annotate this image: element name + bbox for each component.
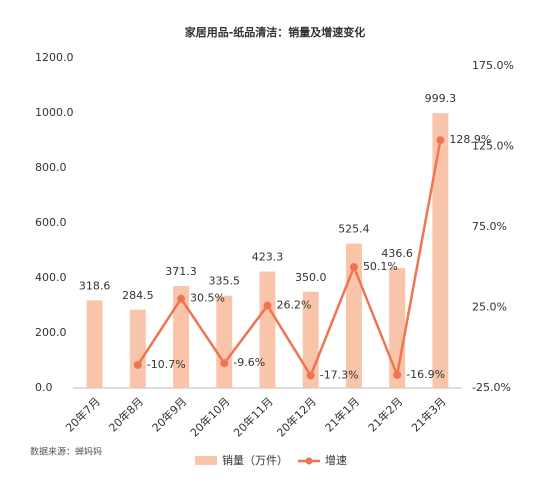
bar-value-label: 371.3: [165, 265, 197, 278]
line-point: [263, 301, 272, 310]
y-tick-label: 0.0: [35, 381, 53, 394]
y-tick-label: 600.0: [35, 216, 67, 229]
line-point: [133, 360, 142, 369]
legend-swatch: [305, 457, 313, 465]
line-value-label: -10.7%: [147, 358, 186, 371]
bar-value-label: 436.6: [381, 247, 413, 260]
x-tick-label: 21年3月: [408, 394, 448, 434]
bar: [86, 300, 103, 388]
line-value-label: 50.1%: [363, 260, 398, 273]
line-point: [393, 370, 402, 379]
line-point: [436, 136, 445, 145]
x-tick-label: 20年10月: [187, 394, 232, 439]
bar: [259, 271, 276, 388]
legend-label: 增速: [325, 453, 347, 467]
bar-value-label: 423.3: [252, 251, 284, 264]
bar-value-label: 318.6: [79, 279, 111, 292]
x-tick-label: 21年1月: [322, 394, 362, 434]
legend-swatch: [195, 456, 217, 465]
y2-tick-label: 125.0%: [472, 140, 514, 153]
y-tick-label: 800.0: [35, 161, 67, 174]
x-tick-label: 21年2月: [365, 394, 405, 434]
y2-tick-label: 75.0%: [472, 220, 507, 233]
bar-value-label: 999.3: [425, 92, 457, 105]
line: [136, 139, 442, 380]
bar: [173, 285, 190, 388]
y2-tick-label: 175.0%: [472, 59, 514, 72]
line-value-label: -17.3%: [320, 369, 359, 382]
bar-value-label: 350.0: [295, 271, 327, 284]
x-tick-label: 20年12月: [274, 394, 319, 439]
line-value-label: 26.2%: [277, 299, 312, 312]
y-tick-label: 400.0: [35, 271, 67, 284]
legend-label: 销量（万件）: [222, 453, 288, 467]
y-tick-label: 200.0: [35, 326, 67, 339]
y-tick-label: 1000.0: [35, 106, 74, 119]
x-tick-label: 20年9月: [149, 394, 189, 434]
bar-value-label: 284.5: [122, 289, 154, 302]
bar-value-label: 525.4: [338, 223, 370, 236]
x-tick-label: 20年7月: [63, 394, 103, 434]
y2-tick-label: -25.0%: [472, 381, 511, 394]
line-point: [220, 359, 229, 368]
line-value-label: 128.9%: [449, 133, 491, 146]
line-value-label: -9.6%: [233, 356, 265, 369]
chart-title: 家居用品-纸品清洁：销量及增速变化: [185, 25, 366, 39]
line-value-label: 30.5%: [190, 292, 225, 305]
bar: [129, 309, 146, 388]
x-tick-label: 20年8月: [106, 394, 146, 434]
bar: [432, 113, 449, 388]
x-tick-label: 20年11月: [230, 394, 275, 439]
bar: [216, 295, 233, 388]
line-value-label: -16.9%: [406, 368, 445, 381]
bar-value-label: 335.5: [209, 275, 241, 288]
line-point: [177, 294, 186, 303]
y-tick-label: 1200.0: [35, 51, 74, 64]
source-note: 数据来源：蝉妈妈: [30, 446, 102, 458]
y2-tick-label: 25.0%: [472, 301, 507, 314]
line-point: [306, 371, 315, 380]
line-point: [349, 263, 358, 272]
